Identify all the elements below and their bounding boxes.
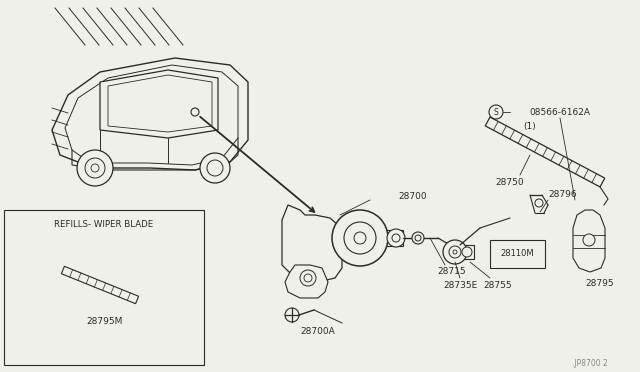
Circle shape xyxy=(354,232,366,244)
Text: 28795M: 28795M xyxy=(87,317,123,327)
Polygon shape xyxy=(61,266,139,304)
Text: 28750: 28750 xyxy=(496,177,524,186)
Circle shape xyxy=(392,234,400,242)
Circle shape xyxy=(535,199,543,207)
Circle shape xyxy=(300,270,316,286)
Text: (1): (1) xyxy=(524,122,536,131)
Circle shape xyxy=(462,247,472,257)
Circle shape xyxy=(415,235,421,241)
Text: 28715: 28715 xyxy=(438,267,467,276)
Text: REFILLS- WIPER BLADE: REFILLS- WIPER BLADE xyxy=(54,219,154,228)
Circle shape xyxy=(85,158,105,178)
Circle shape xyxy=(453,250,457,254)
Circle shape xyxy=(332,210,388,266)
Text: 28795: 28795 xyxy=(586,279,614,289)
Circle shape xyxy=(91,164,99,172)
Circle shape xyxy=(412,232,424,244)
Circle shape xyxy=(443,240,467,264)
Polygon shape xyxy=(100,70,218,138)
Text: .JP8700 2: .JP8700 2 xyxy=(572,359,608,369)
Polygon shape xyxy=(573,210,605,272)
Circle shape xyxy=(207,160,223,176)
Polygon shape xyxy=(52,58,248,170)
Circle shape xyxy=(77,150,113,186)
Text: 08566-6162A: 08566-6162A xyxy=(529,108,591,116)
Text: 28110M: 28110M xyxy=(500,250,534,259)
Text: 28735E: 28735E xyxy=(443,282,477,291)
Circle shape xyxy=(449,246,461,258)
Bar xyxy=(490,240,545,268)
Circle shape xyxy=(304,274,312,282)
Polygon shape xyxy=(285,265,328,298)
Bar xyxy=(4,210,204,365)
Text: 28755: 28755 xyxy=(484,282,512,291)
Text: 28700: 28700 xyxy=(398,192,427,201)
Circle shape xyxy=(583,234,595,246)
Polygon shape xyxy=(485,117,605,187)
Circle shape xyxy=(489,105,503,119)
Circle shape xyxy=(200,153,230,183)
Polygon shape xyxy=(65,65,238,165)
Text: S: S xyxy=(493,108,499,116)
Circle shape xyxy=(344,222,376,254)
Circle shape xyxy=(285,308,299,322)
Text: 28796: 28796 xyxy=(548,189,577,199)
Bar xyxy=(383,230,403,246)
Polygon shape xyxy=(108,75,212,132)
Circle shape xyxy=(387,229,405,247)
Bar xyxy=(460,245,474,259)
Polygon shape xyxy=(282,205,342,282)
Text: 28700A: 28700A xyxy=(301,327,335,337)
Circle shape xyxy=(191,108,199,116)
